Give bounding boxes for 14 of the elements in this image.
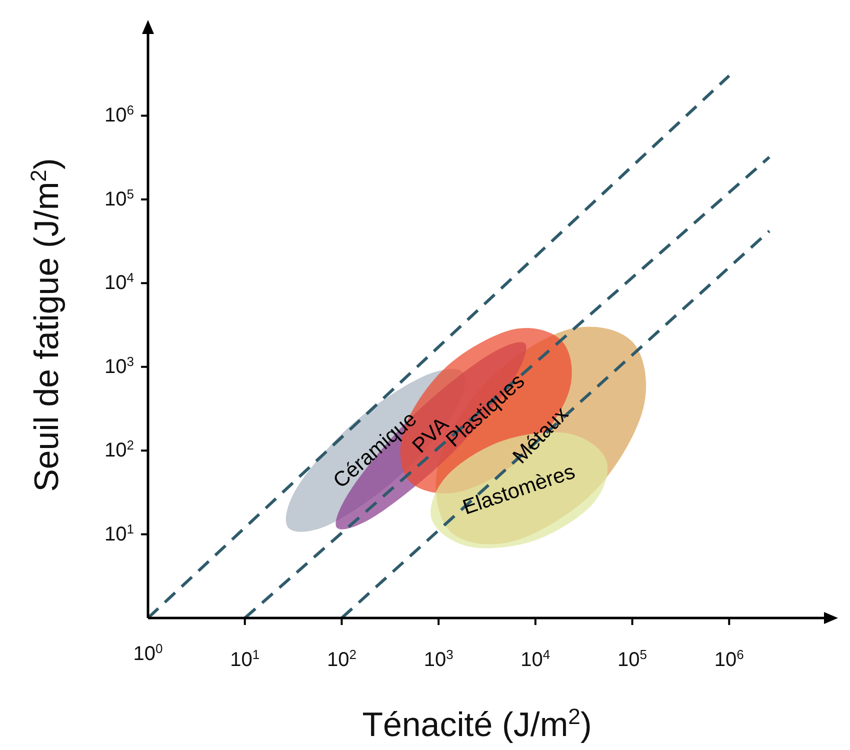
x-tick-label: 10$^{3}$ — [424, 646, 454, 671]
x-tick-label: 10$^{0}$ — [133, 640, 163, 665]
x-axis-title: Ténacité (J/m$^{2}$) — [362, 704, 592, 744]
x-tick-label: 10$^{6}$ — [714, 646, 744, 671]
y-tick-label: 10$^{1}$ — [104, 520, 134, 546]
x-tick-label: 10$^{4}$ — [520, 646, 550, 671]
y-tick-label: 10$^{5}$ — [104, 186, 134, 210]
x-tick-label: 10$^{2}$ — [326, 646, 356, 671]
x-tick-label: 10$^{5}$ — [618, 646, 648, 671]
y-tick-label: 10$^{2}$ — [104, 437, 134, 462]
y-tick-label: 10$^{4}$ — [104, 270, 134, 294]
x-tick-label: 10$^{1}$ — [230, 646, 260, 671]
y-tick-label: 10$^{3}$ — [104, 353, 134, 378]
y-tick-label: 10$^{6}$ — [104, 102, 134, 127]
